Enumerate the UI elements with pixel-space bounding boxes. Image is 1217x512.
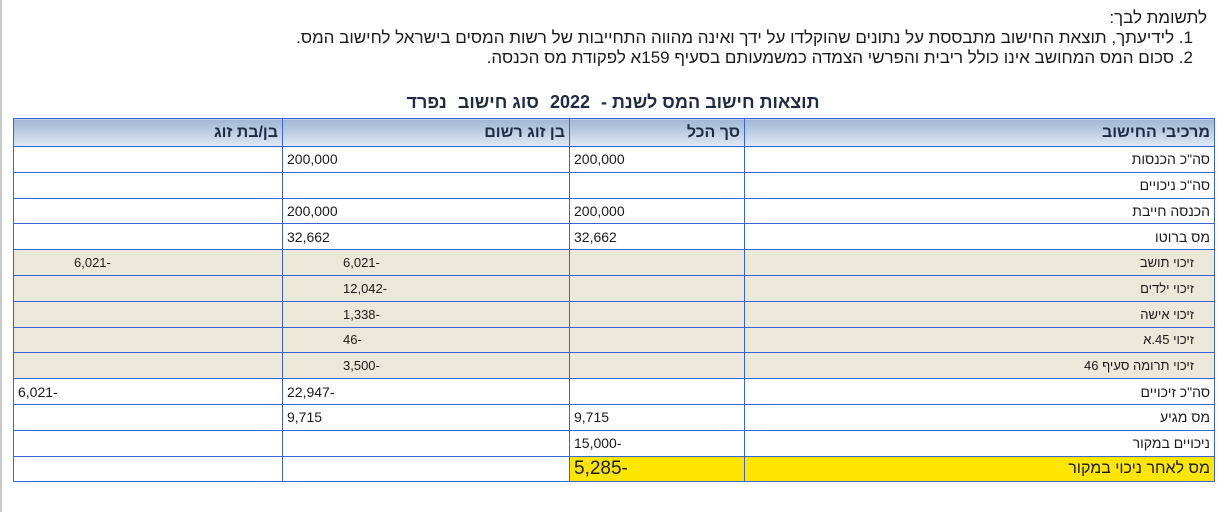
results-title: תוצאות חישוב המס לשנת - 2022 סוג חישוב נ… [13, 92, 1213, 113]
table-row: מס ברוטו 32,662 32,662 [13, 223, 1215, 251]
row-registered: -6,021 [282, 249, 570, 276]
row-registered: 200,000 [282, 197, 570, 225]
row-spouse [13, 146, 283, 173]
row-spouse [13, 300, 283, 328]
row-spouse [13, 455, 283, 483]
title-year: 2022 [549, 92, 590, 112]
row-total [569, 274, 745, 302]
table-row: זיכוי תרומה סעיף 46 -3,500 [13, 352, 1215, 380]
table-row: ניכויים במקור -15,000 [13, 429, 1215, 457]
notice-item-1: 1. לידיעתך, תוצאת החישוב מתבססת על נתוני… [296, 28, 1193, 47]
row-registered: 9,715 [282, 403, 570, 431]
table-row: סה"כ הכנסות 200,000 200,000 [13, 146, 1215, 173]
table-row: זיכוי אישה -1,338 [13, 300, 1215, 328]
calc-type-value: נפרד [406, 92, 447, 112]
row-total: -15,000 [569, 429, 745, 457]
row-spouse [13, 326, 283, 354]
notice-item-2: 2. סכום המס המחושב אינו כולל ריבית והפרש… [486, 48, 1193, 67]
header-registered-spouse: בן זוג רשום [282, 118, 570, 147]
table-row: זיכוי ילדים -12,042 [13, 274, 1215, 302]
row-spouse: -6,021 [13, 249, 283, 276]
row-label: מס ברוטו [744, 223, 1215, 251]
row-label: סה"כ ניכויים [744, 171, 1215, 199]
row-spouse [13, 274, 283, 302]
row-total [569, 300, 745, 328]
row-label: זיכוי 45.א [744, 326, 1215, 354]
title-prefix: תוצאות חישוב המס לשנת - [601, 92, 820, 112]
row-total [569, 326, 745, 354]
notice-box: לתשומת לבך: 1. לידיעתך, תוצאת החישוב מתב… [296, 8, 1207, 68]
row-total: -5,285 [569, 455, 745, 483]
row-spouse [13, 429, 283, 457]
row-spouse: -6,021 [13, 378, 283, 405]
row-label: זיכוי ילדים [744, 274, 1215, 302]
table-row: זיכוי 45.א -46 [13, 326, 1215, 354]
table-row: הכנסה חייבת 200,000 200,000 [13, 197, 1215, 225]
row-registered [282, 171, 570, 199]
row-registered: -12,042 [282, 274, 570, 302]
header-spouse: בן/בת זוג [13, 118, 283, 147]
row-registered [282, 429, 570, 457]
table-header-row: מרכיבי החישוב סך הכל בן זוג רשום בן/בת ז… [13, 118, 1215, 147]
row-spouse [13, 171, 283, 199]
row-label: סה"כ זיכויים [744, 378, 1215, 405]
table-row: מס מגיע 9,715 9,715 [13, 403, 1215, 431]
row-total: 9,715 [569, 403, 745, 431]
notice-heading: לתשומת לבך: [1109, 8, 1207, 27]
table-row: סה"כ זיכויים -22,947 -6,021 [13, 378, 1215, 405]
row-total [569, 249, 745, 276]
row-registered: -46 [282, 326, 570, 354]
row-registered: 32,662 [282, 223, 570, 251]
row-total: 32,662 [569, 223, 745, 251]
row-label: זיכוי תרומה סעיף 46 [744, 352, 1215, 380]
row-total [569, 171, 745, 199]
row-registered: -1,338 [282, 300, 570, 328]
row-label: מס לאחר ניכוי במקור [744, 455, 1215, 483]
row-total: 200,000 [569, 197, 745, 225]
row-label: סה"כ הכנסות [744, 146, 1215, 173]
row-total [569, 352, 745, 380]
tax-results-table: מרכיבי החישוב סך הכל בן זוג רשום בן/בת ז… [13, 118, 1215, 483]
header-components: מרכיבי החישוב [744, 118, 1215, 147]
header-total: סך הכל [569, 118, 745, 147]
row-label: ניכויים במקור [744, 429, 1215, 457]
table-row: סה"כ ניכויים [13, 171, 1215, 199]
row-spouse [13, 352, 283, 380]
row-total: 200,000 [569, 146, 745, 173]
window-edge [0, 0, 2, 512]
row-label: זיכוי תושב [744, 249, 1215, 276]
table-row: זיכוי תושב -6,021 -6,021 [13, 249, 1215, 276]
row-spouse [13, 223, 283, 251]
row-label: מס מגיע [744, 403, 1215, 431]
row-registered: -22,947 [282, 378, 570, 405]
row-registered: -3,500 [282, 352, 570, 380]
row-registered [282, 455, 570, 483]
row-spouse [13, 403, 283, 431]
row-total [569, 378, 745, 405]
table-row: מס לאחר ניכוי במקור -5,285 [13, 455, 1215, 483]
row-registered: 200,000 [282, 146, 570, 173]
row-spouse [13, 197, 283, 225]
row-label: זיכוי אישה [744, 300, 1215, 328]
calc-type-label: סוג חישוב [457, 92, 539, 112]
row-label: הכנסה חייבת [744, 197, 1215, 225]
